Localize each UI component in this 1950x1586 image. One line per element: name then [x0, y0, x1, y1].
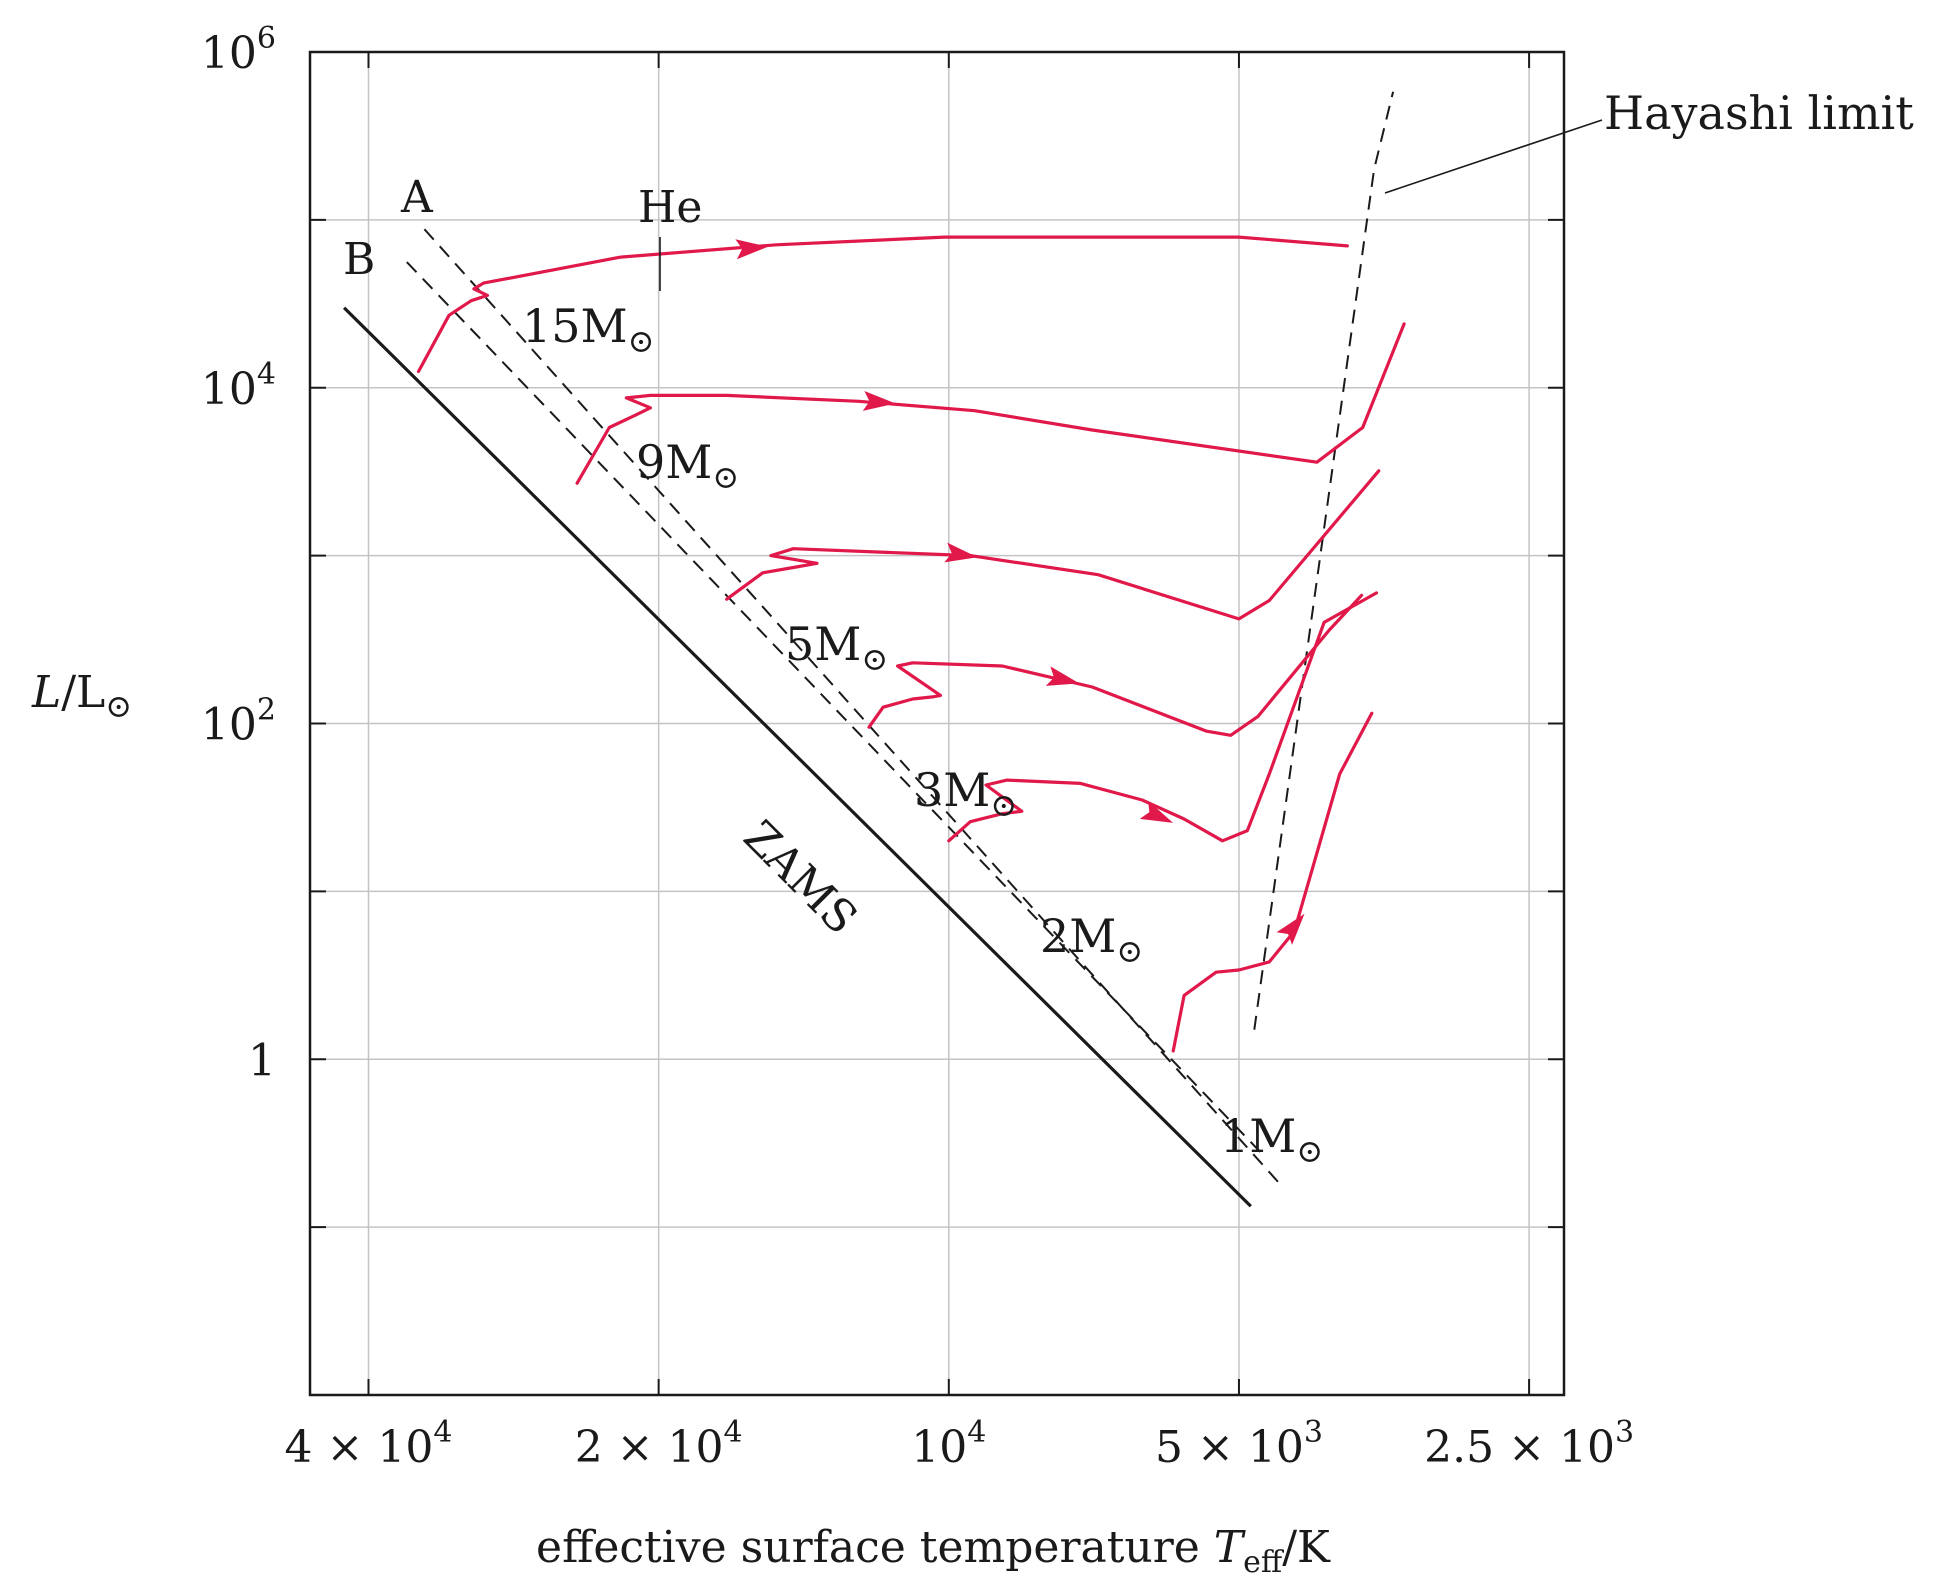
- line-b-dashed: [406, 261, 1262, 1153]
- x-tick-label-0-part-1: 4: [433, 1415, 452, 1450]
- track-5m: [725, 469, 1381, 621]
- mass-label-9m: 9M⊙: [636, 435, 739, 496]
- he-label-part-0: He: [638, 182, 702, 233]
- y-tick-label-1-part-0: 10: [201, 364, 257, 415]
- grid-layer: [310, 52, 1564, 1395]
- mass-label-3m-part-1: ⊙: [990, 786, 1017, 824]
- mass-label-15m-part-1: ⊙: [628, 322, 655, 360]
- mass-label-2m-part-1: ⊙: [1116, 932, 1143, 970]
- x-axis-sub: eff: [1243, 1545, 1285, 1580]
- track-5m-arrow: [944, 542, 978, 563]
- line-a-label-part-0: A: [400, 172, 434, 223]
- x-axis-label: effective surface temperature Teff/K: [536, 1522, 1331, 1580]
- mass-label-15m-part-0: 15M: [522, 299, 628, 353]
- x-axis-var: T: [1214, 1522, 1247, 1573]
- y-tick-label-1-part-1: 4: [257, 357, 276, 392]
- x-tick-label-2-part-1: 4: [967, 1415, 986, 1450]
- x-tick-label-3: 5 × 103: [1155, 1415, 1323, 1473]
- mass-label-5m: 5M⊙: [785, 617, 888, 678]
- track-2m: [947, 591, 1379, 843]
- line-b-label: B: [343, 234, 375, 285]
- x-tick-label-1-part-1: 4: [724, 1415, 743, 1450]
- y-tick-label-0-part-1: 6: [257, 21, 276, 56]
- mass-label-1m: 1M⊙: [1220, 1109, 1323, 1170]
- track-3m: [867, 593, 1364, 737]
- mass-label-5m-part-1: ⊙: [861, 640, 888, 678]
- track-1m: [1171, 711, 1374, 1053]
- line-a-label: A: [400, 172, 434, 223]
- x-tick-label-3-part-1: 3: [1304, 1415, 1323, 1450]
- x-tick-label-0-part-0: 4 × 10: [285, 1422, 434, 1473]
- y-tick-label-2: 102: [201, 693, 276, 751]
- y-tick-label-0-part-0: 10: [201, 28, 257, 79]
- track-3m-arrow: [1045, 666, 1080, 686]
- x-tick-label-1: 2 × 104: [575, 1415, 743, 1473]
- x-tick-label-4-part-0: 2.5 × 10: [1424, 1422, 1615, 1473]
- track-9m: [575, 322, 1406, 485]
- y-axis-unit: /L: [61, 667, 105, 718]
- he-label: He: [638, 182, 702, 233]
- hayashi-leader-line: [1384, 119, 1603, 194]
- y-tick-label-2-part-1: 2: [257, 693, 276, 728]
- x-tick-label-4: 2.5 × 103: [1424, 1415, 1634, 1473]
- y-tick-label-0: 106: [201, 21, 276, 79]
- y-axis-sun-symbol: ⊙: [105, 687, 132, 725]
- x-tick-label-2-part-0: 10: [911, 1422, 967, 1473]
- mass-label-3m: 3M⊙: [914, 763, 1017, 824]
- line-b-label-part-0: B: [343, 234, 375, 285]
- x-axis-unit: /K: [1282, 1522, 1331, 1573]
- mass-label-3m-part-0: 3M: [914, 763, 990, 817]
- mass-label-9m-part-0: 9M: [636, 435, 712, 489]
- y-tick-label-2-part-0: 10: [201, 700, 257, 751]
- hayashi-limit-label-part-0: Hayashi limit: [1604, 86, 1914, 140]
- zams-line: [342, 306, 1252, 1208]
- zams-label: ZAMS: [734, 811, 867, 944]
- zams-label-part-0: ZAMS: [734, 811, 867, 944]
- y-tick-label-3: 1: [248, 1035, 276, 1086]
- tick-labels: 4 × 104 2 × 104 104 5 × 103 2.5 × 1031061041…: [201, 21, 1634, 1473]
- track-1m-arrow: [1276, 913, 1305, 945]
- y-tick-label-1: 104: [201, 357, 276, 415]
- mass-label-2m-part-0: 2M: [1040, 909, 1116, 963]
- y-axis-var: L: [31, 667, 61, 718]
- track-15m-arrow: [735, 239, 769, 260]
- track-9m-arrow: [862, 390, 896, 411]
- track-2m-arrow: [1139, 800, 1174, 823]
- y-axis-label: L/L⊙: [31, 667, 132, 725]
- x-tick-label-0: 4 × 104: [285, 1415, 453, 1473]
- hayashi-limit-label: Hayashi limit: [1604, 86, 1914, 140]
- line-a-dashed: [423, 228, 1280, 1183]
- x-tick-label-4-part-1: 3: [1615, 1415, 1634, 1450]
- track-15m: [416, 235, 1349, 374]
- ticks-layer: [310, 52, 1564, 1395]
- mass-label-1m-part-1: ⊙: [1296, 1132, 1323, 1170]
- x-tick-label-3-part-0: 5 × 10: [1155, 1422, 1304, 1473]
- mass-label-2m: 2M⊙: [1040, 909, 1143, 970]
- evolution-tracks: [416, 235, 1406, 1053]
- x-axis-text: effective surface temperature: [536, 1522, 1214, 1573]
- mass-label-1m-part-0: 1M: [1220, 1109, 1296, 1163]
- mass-label-15m: 15M⊙: [522, 299, 654, 360]
- y-tick-label-3-part-0: 1: [248, 1035, 276, 1086]
- mass-label-9m-part-1: ⊙: [712, 458, 739, 496]
- x-tick-label-1-part-0: 2 × 10: [575, 1422, 724, 1473]
- reference-lines: [342, 91, 1395, 1208]
- x-tick-label-2: 104: [911, 1415, 986, 1473]
- hayashi-limit-line: [1253, 91, 1395, 1030]
- mass-label-5m-part-0: 5M: [785, 617, 861, 671]
